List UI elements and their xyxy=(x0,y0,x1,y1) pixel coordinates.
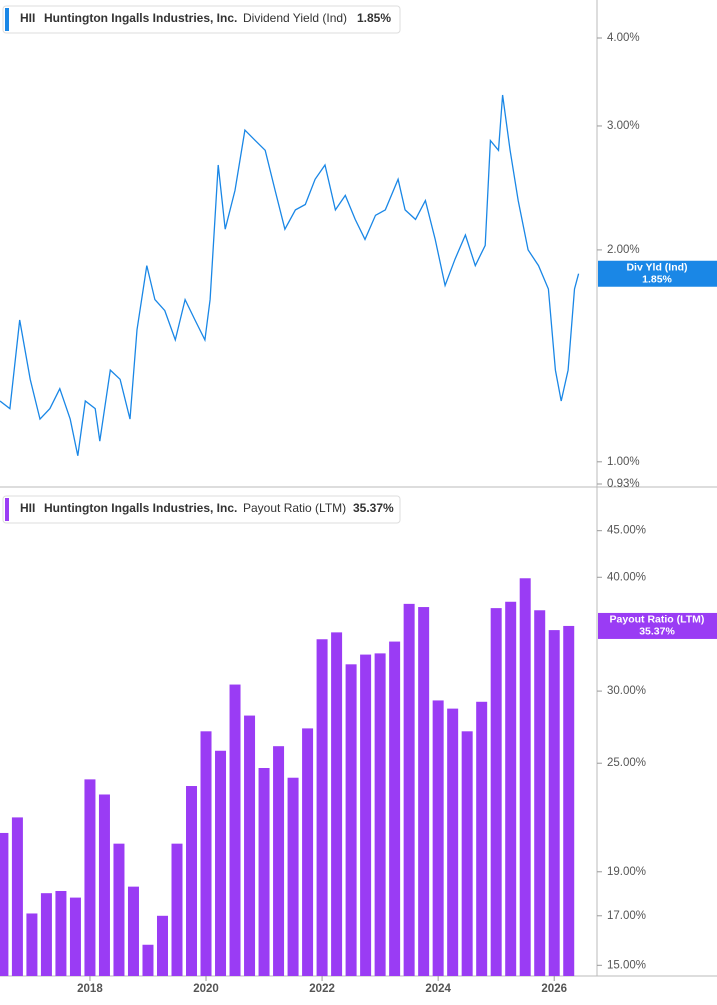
x-tick-label: 2024 xyxy=(425,983,451,995)
legend-value: 35.37% xyxy=(353,501,394,515)
bar xyxy=(171,843,183,976)
bar xyxy=(84,779,96,976)
y-tick-label: 4.00% xyxy=(607,32,640,44)
bar xyxy=(476,701,488,976)
y-tick-label: 30.00% xyxy=(607,685,646,697)
bar xyxy=(331,632,343,976)
legend-box xyxy=(2,5,401,34)
bar xyxy=(403,603,415,976)
bar xyxy=(461,731,473,976)
bar xyxy=(490,608,502,976)
value-tag-name: Payout Ratio (LTM) xyxy=(610,614,705,626)
bar xyxy=(432,700,444,976)
bar xyxy=(229,684,241,976)
value-tag xyxy=(598,612,717,639)
bar xyxy=(26,913,38,976)
y-tick-label: 25.00% xyxy=(607,757,646,769)
y-tick-label: 0.93% xyxy=(607,478,640,490)
bar xyxy=(11,817,23,976)
bar xyxy=(156,915,168,976)
bar xyxy=(127,886,139,976)
x-tick-label: 2022 xyxy=(309,983,335,995)
bar xyxy=(244,715,256,976)
legend-swatch xyxy=(5,498,9,521)
bar xyxy=(418,607,430,976)
value-tag xyxy=(598,260,717,287)
bar xyxy=(113,843,125,976)
bar xyxy=(98,794,110,976)
bar xyxy=(302,728,314,976)
company: Huntington Ingalls Industries, Inc. xyxy=(44,501,237,515)
bar xyxy=(389,641,401,976)
value-tag-value: 35.37% xyxy=(639,626,675,638)
value-tag-name: Div Yld (Ind) xyxy=(626,262,687,274)
bar xyxy=(447,708,459,976)
bar xyxy=(534,610,546,976)
bar xyxy=(215,750,227,976)
bar xyxy=(273,746,285,976)
legend-series: Dividend Yield (Ind) xyxy=(243,11,347,25)
ticker: HII xyxy=(20,11,35,25)
bar xyxy=(0,832,9,976)
bar xyxy=(345,664,357,976)
legend-swatch xyxy=(5,8,9,31)
bar xyxy=(69,897,81,976)
y-tick-label: 1.00% xyxy=(607,456,640,468)
bar xyxy=(548,630,560,976)
bar xyxy=(374,653,386,976)
y-tick-label: 40.00% xyxy=(607,571,646,583)
legend-series: Payout Ratio (LTM) xyxy=(243,501,346,515)
bar xyxy=(316,639,328,976)
legend-value: 1.85% xyxy=(357,11,391,25)
y-tick-label: 17.00% xyxy=(607,910,646,922)
y-tick-label: 3.00% xyxy=(607,120,640,132)
ticker: HII xyxy=(20,501,35,515)
bar xyxy=(505,601,517,976)
y-tick-label: 45.00% xyxy=(607,525,646,537)
bar xyxy=(287,777,299,976)
y-tick-label: 2.00% xyxy=(607,244,640,256)
x-tick-label: 2018 xyxy=(77,983,103,995)
y-tick-label: 19.00% xyxy=(607,866,646,878)
line xyxy=(0,94,580,456)
y-tick-label: 15.00% xyxy=(607,959,646,971)
bar xyxy=(200,731,212,976)
bar xyxy=(40,893,52,976)
x-tick-label: 2026 xyxy=(541,983,567,995)
bar xyxy=(142,944,154,976)
bar xyxy=(186,786,198,976)
company: Huntington Ingalls Industries, Inc. xyxy=(44,11,237,25)
bar xyxy=(258,767,270,976)
bar xyxy=(360,654,372,976)
bar xyxy=(55,890,67,976)
x-tick-label: 2020 xyxy=(193,983,219,995)
value-tag-value: 1.85% xyxy=(642,274,672,286)
bar xyxy=(563,625,575,976)
legend-box xyxy=(2,495,401,524)
bar xyxy=(519,578,531,976)
